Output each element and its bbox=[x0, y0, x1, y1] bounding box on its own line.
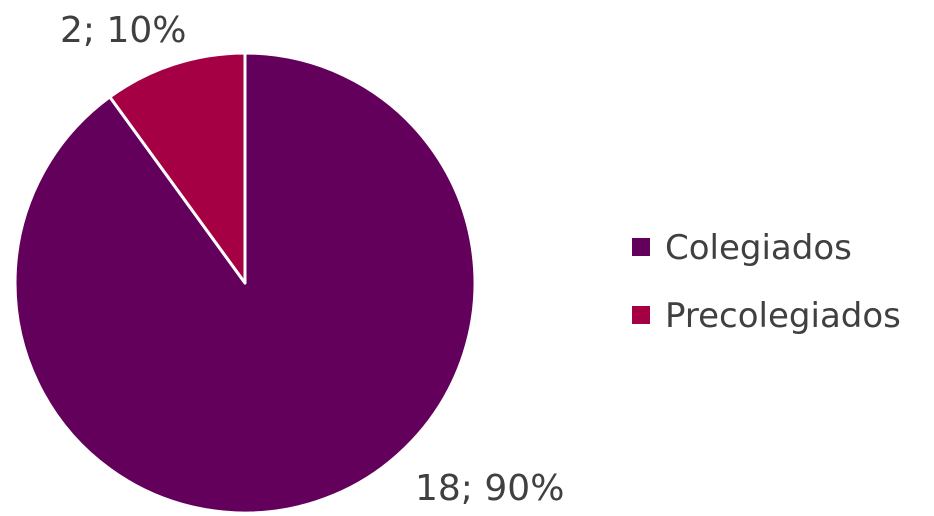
pie-slice-precolegiados[interactable] bbox=[108, 51, 247, 285]
data-label-colegiados: 18; 90% bbox=[415, 468, 564, 509]
legend-swatch-precolegiados bbox=[632, 306, 650, 324]
legend-label-colegiados: Colegiados bbox=[665, 228, 852, 268]
legend-item-precolegiados[interactable]: Precolegiados bbox=[632, 296, 901, 336]
legend: Colegiados Precolegiados bbox=[632, 228, 901, 336]
legend-swatch-colegiados bbox=[632, 238, 650, 256]
data-label-precolegiados: 2; 10% bbox=[60, 10, 187, 51]
pie-slices bbox=[13, 51, 477, 515]
legend-item-colegiados[interactable]: Colegiados bbox=[632, 228, 852, 268]
legend-label-precolegiados: Precolegiados bbox=[665, 296, 901, 336]
